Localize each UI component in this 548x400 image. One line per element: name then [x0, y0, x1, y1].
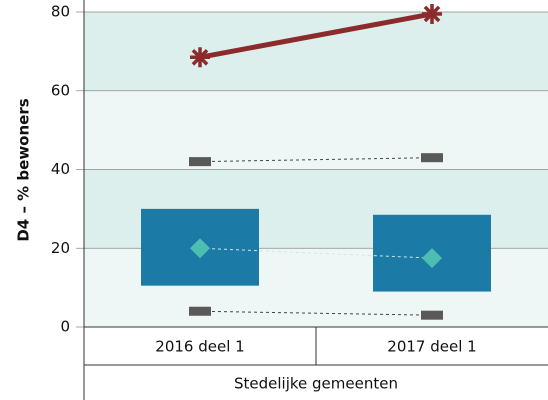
- y-axis-label: D4 – % bewoners: [15, 98, 33, 241]
- x-tick-label: 2017 deel 1: [387, 338, 476, 356]
- diamond-marker: [422, 248, 442, 269]
- dash-marker: [189, 306, 211, 316]
- y-tick-label: 80: [51, 3, 70, 21]
- asterisk-marker: [190, 47, 210, 68]
- connector-line: [199, 157, 433, 163]
- x-tick-label: 2016 deel 1: [155, 338, 244, 356]
- y-tick-label: 20: [51, 239, 70, 257]
- group-label: Stedelijke gemeenten: [234, 375, 398, 393]
- dash-marker: [189, 157, 211, 167]
- y-tick-label: 40: [51, 160, 70, 178]
- connector-line: [199, 310, 433, 316]
- asterisk-marker: [422, 3, 442, 24]
- y-tick-label: 60: [51, 81, 70, 99]
- series-line: [199, 11, 433, 60]
- background-band: [84, 90, 548, 170]
- diamond-marker: [190, 238, 210, 259]
- connector-line: [199, 247, 433, 259]
- y-tick-label: 0: [60, 318, 70, 336]
- dash-marker: [421, 153, 443, 163]
- background-band: [84, 12, 548, 91]
- dash-marker: [421, 310, 443, 320]
